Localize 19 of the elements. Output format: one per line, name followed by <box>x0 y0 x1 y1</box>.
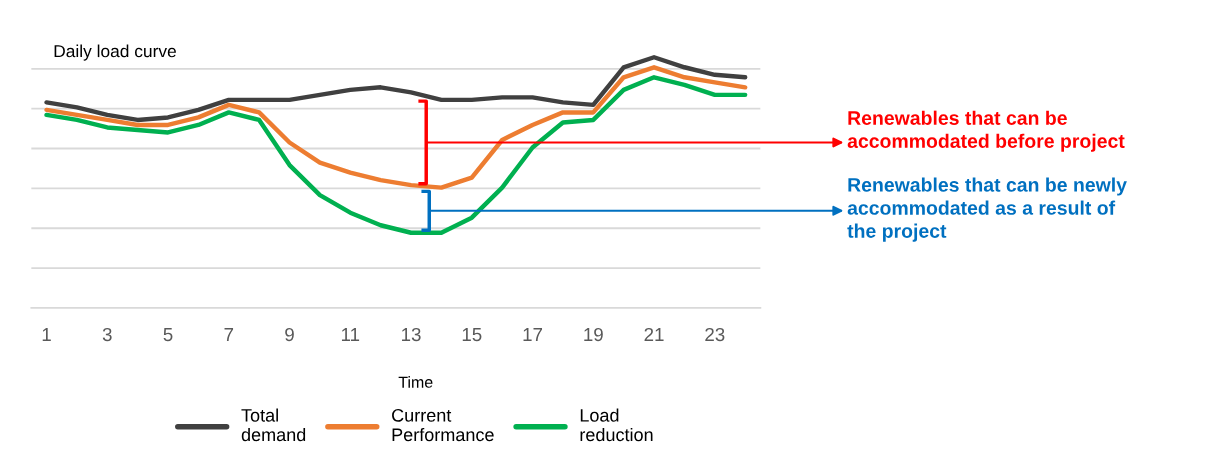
legend-label: Total demand <box>241 408 306 442</box>
x-tick-label: 3 <box>102 327 112 342</box>
legend-label: Current Performance <box>392 408 494 442</box>
x-axis-title: Time <box>398 376 433 388</box>
x-tick-label: 21 <box>644 327 664 341</box>
x-tick-label: 19 <box>584 327 603 342</box>
text: Renewables that can be accommodated before project <box>847 110 1125 152</box>
x-tick-label: 17 <box>523 328 543 341</box>
x-tick-label: 13 <box>402 327 421 342</box>
x-tick-label: 1 <box>42 328 51 341</box>
chart-title: Daily load curve <box>54 44 176 61</box>
x-tick-label: 5 <box>163 328 173 342</box>
x-tick-label: 15 <box>462 328 482 342</box>
x-tick-label: 23 <box>705 327 725 342</box>
text: Renewables that can be newly accommodated as a result of the project <box>847 177 1127 242</box>
x-tick-label: 9 <box>285 327 294 342</box>
legend-label: Load reduction <box>580 408 653 442</box>
x-tick-label: 7 <box>224 328 234 341</box>
x-tick-label: 11 <box>341 328 360 341</box>
